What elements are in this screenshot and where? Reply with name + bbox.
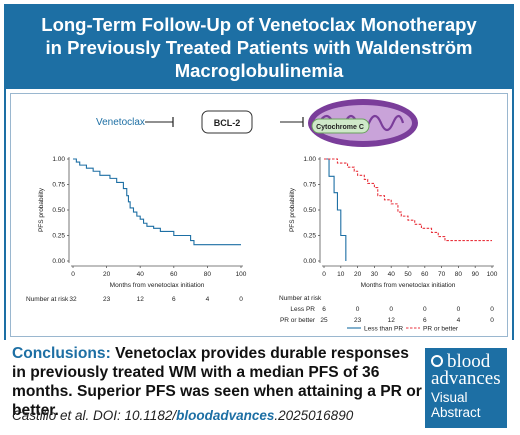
y-tick-label: 0.50 bbox=[303, 207, 316, 214]
x-tick-label: 100 bbox=[236, 271, 247, 278]
x-tick-label: 60 bbox=[170, 271, 178, 278]
risk-value: 0 bbox=[356, 306, 360, 313]
x-tick-label: 0 bbox=[322, 271, 326, 278]
title-line-1: Long-Term Follow-Up of Venetoclax Monoth… bbox=[41, 14, 477, 35]
x-tick-label: 20 bbox=[354, 271, 362, 278]
risk-value: 6 bbox=[423, 317, 427, 324]
risk-value: 32 bbox=[69, 296, 77, 303]
x-axis-label: Months from venetoclax initiation bbox=[361, 282, 456, 289]
organelle-label: Cytochrome C bbox=[316, 124, 364, 131]
pfs-chart-by-response: 0.000.250.500.751.000 10 20 30 40 50 60 70 80 90 1… bbox=[279, 156, 498, 332]
logo-line-2: advances bbox=[431, 368, 501, 389]
title-banner: Long-Term Follow-Up of Venetoclax Monoth… bbox=[4, 4, 514, 89]
risk-value: 23 bbox=[354, 317, 362, 324]
risk-value: 0 bbox=[239, 296, 243, 303]
risk-value: 0 bbox=[457, 306, 461, 313]
y-tick-label: 0.00 bbox=[303, 258, 316, 265]
x-tick-label: 90 bbox=[472, 271, 480, 278]
blood-drop-icon bbox=[431, 355, 443, 367]
y-tick-label: 0.75 bbox=[52, 182, 65, 189]
risk-value: 23 bbox=[103, 296, 111, 303]
series-line bbox=[324, 158, 492, 242]
conclusions: Conclusions: Venetoclax provides durable… bbox=[12, 344, 422, 420]
y-tick-label: 0.25 bbox=[52, 233, 65, 240]
y-tick-label: 1.00 bbox=[303, 156, 316, 163]
x-tick-label: 60 bbox=[421, 271, 429, 278]
x-tick-label: 100 bbox=[487, 271, 498, 278]
title-line-2: in Previously Treated Patients with Wald… bbox=[45, 37, 473, 58]
y-tick-label: 0.25 bbox=[303, 233, 316, 240]
x-tick-label: 40 bbox=[137, 271, 145, 278]
y-tick-label: 0.00 bbox=[52, 258, 65, 265]
bcl2-box bbox=[201, 110, 253, 134]
y-axis-label: PFS probability bbox=[38, 187, 45, 232]
risk-table-label: Number at risk bbox=[279, 295, 322, 302]
x-tick-label: 50 bbox=[404, 271, 412, 278]
y-tick-label: 0.50 bbox=[52, 207, 65, 214]
x-tick-label: 80 bbox=[455, 271, 463, 278]
target-label: BCL-2 bbox=[214, 118, 241, 128]
logo-line-4: Abstract bbox=[431, 405, 481, 420]
risk-value: 12 bbox=[137, 296, 145, 303]
risk-value: 4 bbox=[206, 296, 210, 303]
series-line bbox=[324, 158, 347, 261]
mechanism-diagram: Venetoclax BCL-2 Cytochrome C bbox=[96, 99, 418, 147]
x-tick-label: 70 bbox=[438, 271, 446, 278]
conclusions-text: Venetoclax provides durable responses in… bbox=[12, 345, 422, 419]
y-tick-label: 1.00 bbox=[52, 156, 65, 163]
citation-suffix: .2025016890 bbox=[274, 408, 354, 423]
figure-svg: Venetoclax BCL-2 Cytochrome C 0.00 0.25 0.… bbox=[26, 99, 498, 333]
risk-value: 0 bbox=[423, 306, 427, 313]
x-tick-label: 20 bbox=[103, 271, 111, 278]
logo-line-1: blood bbox=[447, 351, 491, 372]
y-axis-label: PFS probability bbox=[289, 187, 296, 232]
x-tick-label: 10 bbox=[337, 271, 345, 278]
series-line bbox=[73, 158, 241, 246]
citation-journal: bloodadvances bbox=[176, 408, 275, 423]
cytochrome-badge bbox=[311, 118, 370, 134]
risk-table-label: Number at risk bbox=[26, 296, 69, 303]
title-line-3: Macroglobulinemia bbox=[174, 60, 344, 81]
risk-value: 25 bbox=[320, 317, 328, 324]
x-tick-label: 30 bbox=[371, 271, 379, 278]
citation-prefix: Castillo et al. DOI: 10.1182/ bbox=[12, 408, 177, 423]
risk-value: 6 bbox=[172, 296, 176, 303]
risk-value: 4 bbox=[457, 317, 461, 324]
risk-row-label: Less PR bbox=[290, 306, 315, 313]
risk-value: 0 bbox=[490, 317, 494, 324]
x-tick-label: 80 bbox=[204, 271, 212, 278]
drug-label: Venetoclax bbox=[96, 117, 145, 128]
risk-value: 0 bbox=[389, 306, 393, 313]
footer: Conclusions: Venetoclax provides durable… bbox=[4, 340, 514, 431]
risk-row-label: PR or better bbox=[280, 317, 316, 324]
journal-logo: blood advances Visual Abstract bbox=[425, 348, 507, 428]
y-tick-label: 0.75 bbox=[303, 182, 316, 189]
x-tick-label: 0 bbox=[71, 271, 75, 278]
legend-label-less-than-pr: Less than PR bbox=[364, 326, 403, 333]
risk-value: 12 bbox=[388, 317, 396, 324]
x-tick-label: 40 bbox=[388, 271, 396, 278]
risk-value: 0 bbox=[490, 306, 494, 313]
citation: Castillo et al. DOI: 10.1182/bloodadvanc… bbox=[12, 408, 353, 423]
figure-panel: Venetoclax BCL-2 Cytochrome C 0.00 0.25 0.… bbox=[10, 93, 508, 337]
conclusions-label: Conclusions: bbox=[12, 345, 111, 362]
legend-label-pr-or-better: PR or better bbox=[423, 326, 459, 333]
logo-line-3: Visual bbox=[431, 390, 468, 405]
risk-value: 6 bbox=[322, 306, 326, 313]
x-axis-label: Months from venetoclax initiation bbox=[110, 282, 205, 289]
